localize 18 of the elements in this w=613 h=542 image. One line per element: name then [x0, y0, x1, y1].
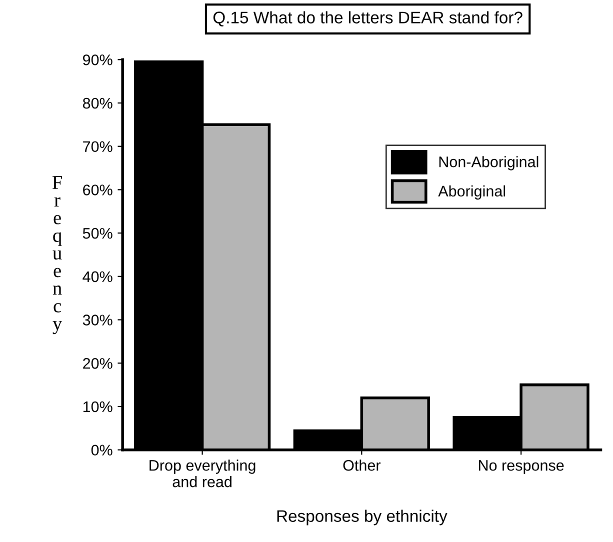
y-tick-label: 60% — [83, 184, 112, 196]
x-tick-label: No response — [478, 460, 564, 474]
y-tick-label: 30% — [82, 314, 112, 326]
y-tick-label: 20% — [83, 358, 112, 369]
y-tick-label: 50% — [82, 228, 112, 239]
legend-label: Aboriginal — [438, 185, 506, 200]
y-tick-label: 70% — [83, 141, 112, 152]
chart-title: Q.15 What do the letters DEAR stand for? — [213, 11, 522, 26]
y-tick-label: 90% — [83, 54, 112, 66]
y-tick-label: 10% — [83, 401, 112, 412]
y-tick-label: 40% — [82, 271, 112, 282]
y-tick-label: 0% — [91, 444, 112, 456]
text: Frequency — [52, 176, 62, 334]
y-tick-label: 80% — [82, 98, 112, 109]
x-axis-title: Responses by ethnicity — [277, 510, 448, 526]
x-tick-label: Other — [343, 460, 381, 471]
x-tick-label: Drop everything and read — [150, 460, 256, 488]
legend-label: Non-Aboriginal — [439, 156, 538, 170]
